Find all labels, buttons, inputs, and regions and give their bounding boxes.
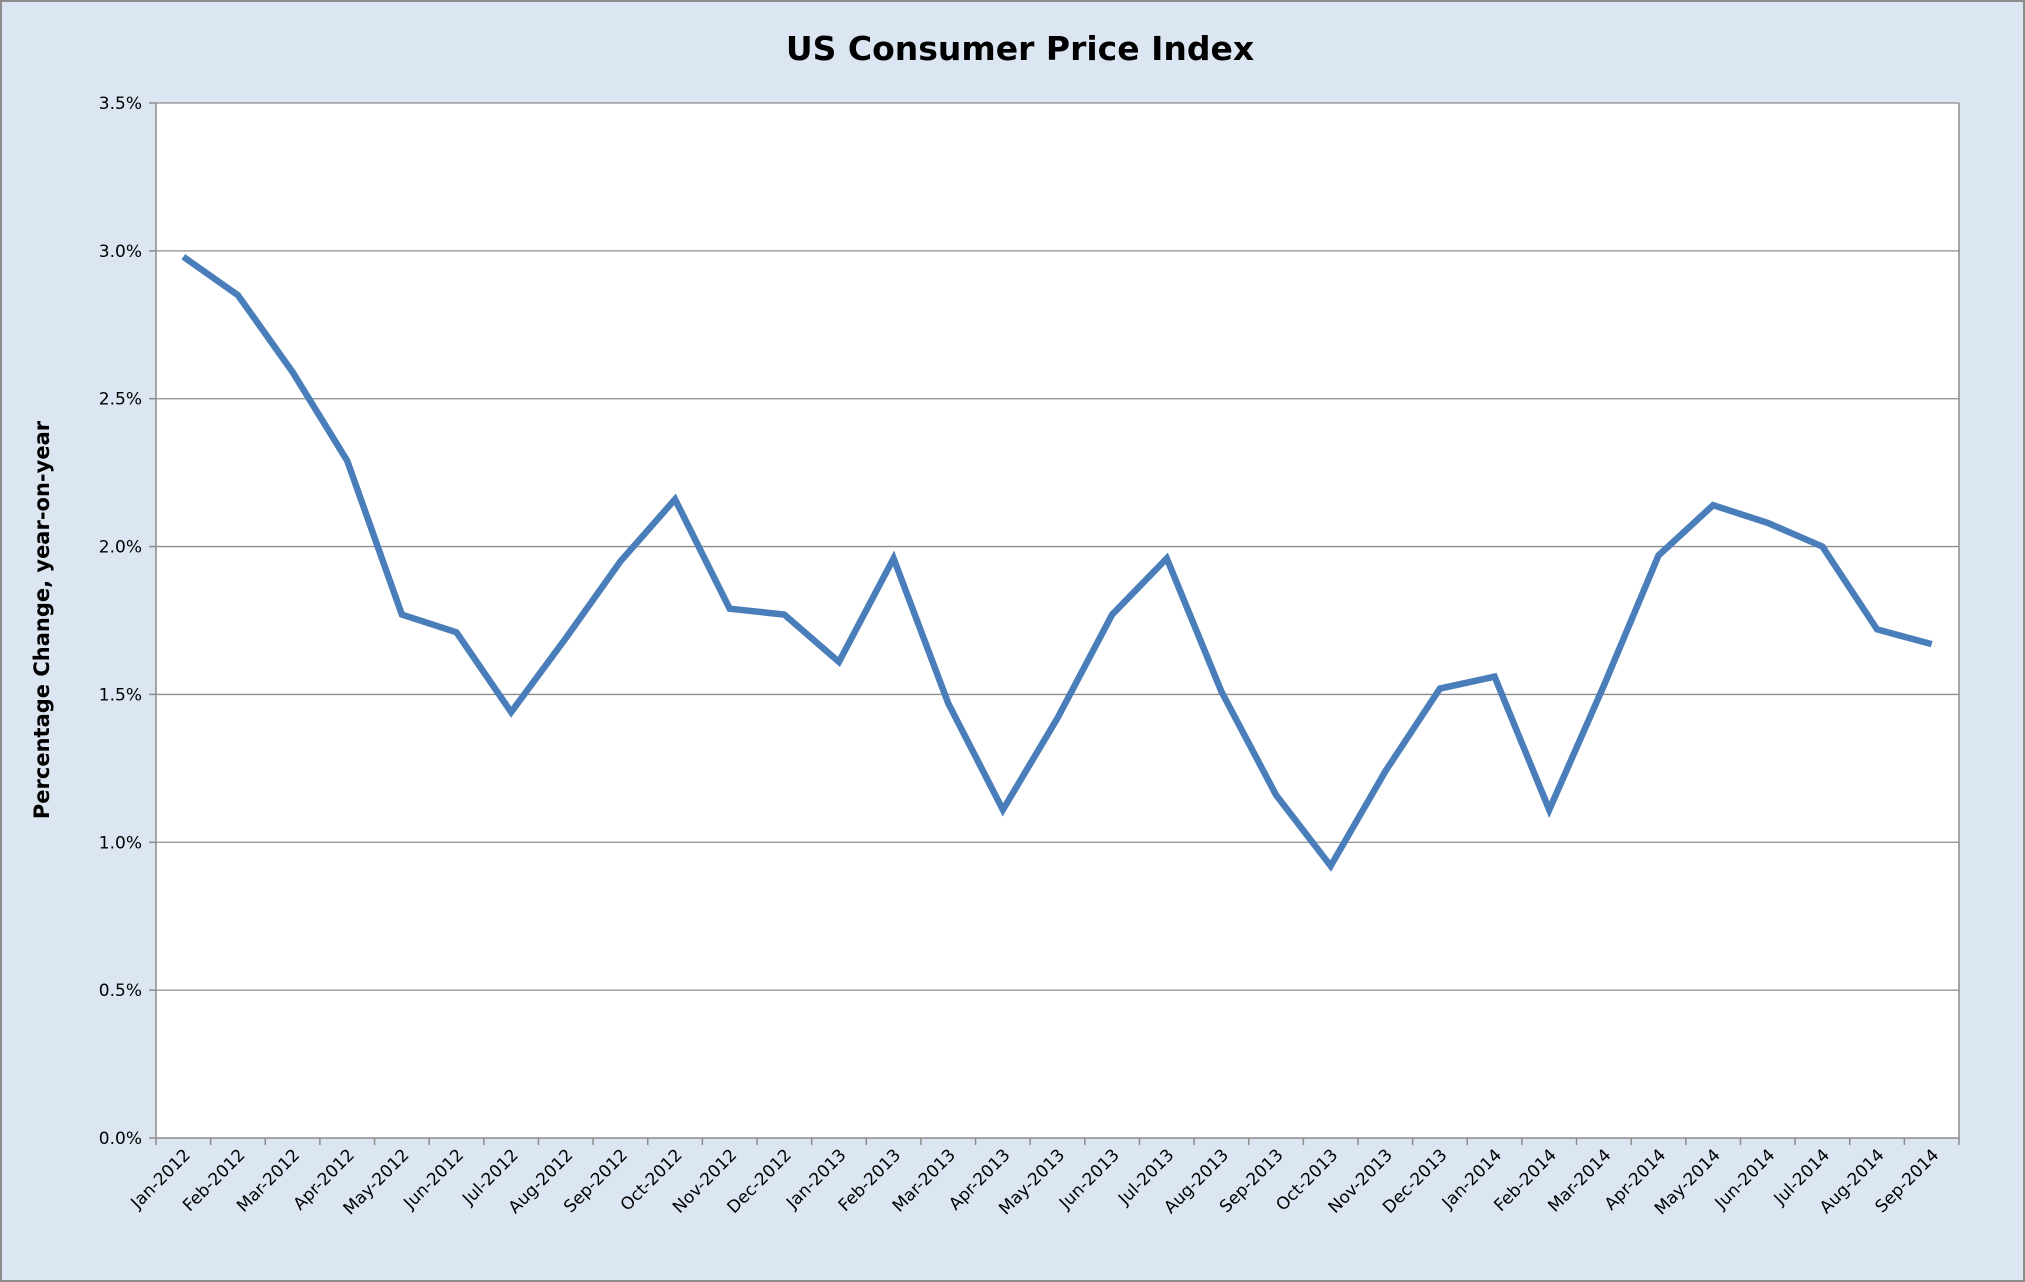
y-axis-label: Percentage Change, year-on-year: [30, 420, 54, 819]
y-tick-label: 0.5%: [99, 981, 142, 1001]
gridlines: [155, 102, 1960, 1139]
y-tick-label: 3.5%: [99, 94, 142, 114]
y-axis-ticks: 0.0% 0.5% 1.0% 1.5% 2.0% 2.5% 3.0% 3.5%: [99, 94, 156, 1149]
y-tick-label: 1.5%: [99, 685, 142, 705]
y-tick-label: 2.0%: [99, 538, 142, 558]
y-tick-label: 0.0%: [99, 1129, 142, 1149]
plot-area: [156, 103, 1959, 1138]
series-layer: [181, 254, 1933, 872]
chart-title: US Consumer Price Index: [786, 29, 1254, 68]
y-tick-label: 2.5%: [99, 390, 142, 410]
y-tick-label: 3.0%: [99, 242, 142, 262]
y-tick-label: 1.0%: [99, 833, 142, 853]
